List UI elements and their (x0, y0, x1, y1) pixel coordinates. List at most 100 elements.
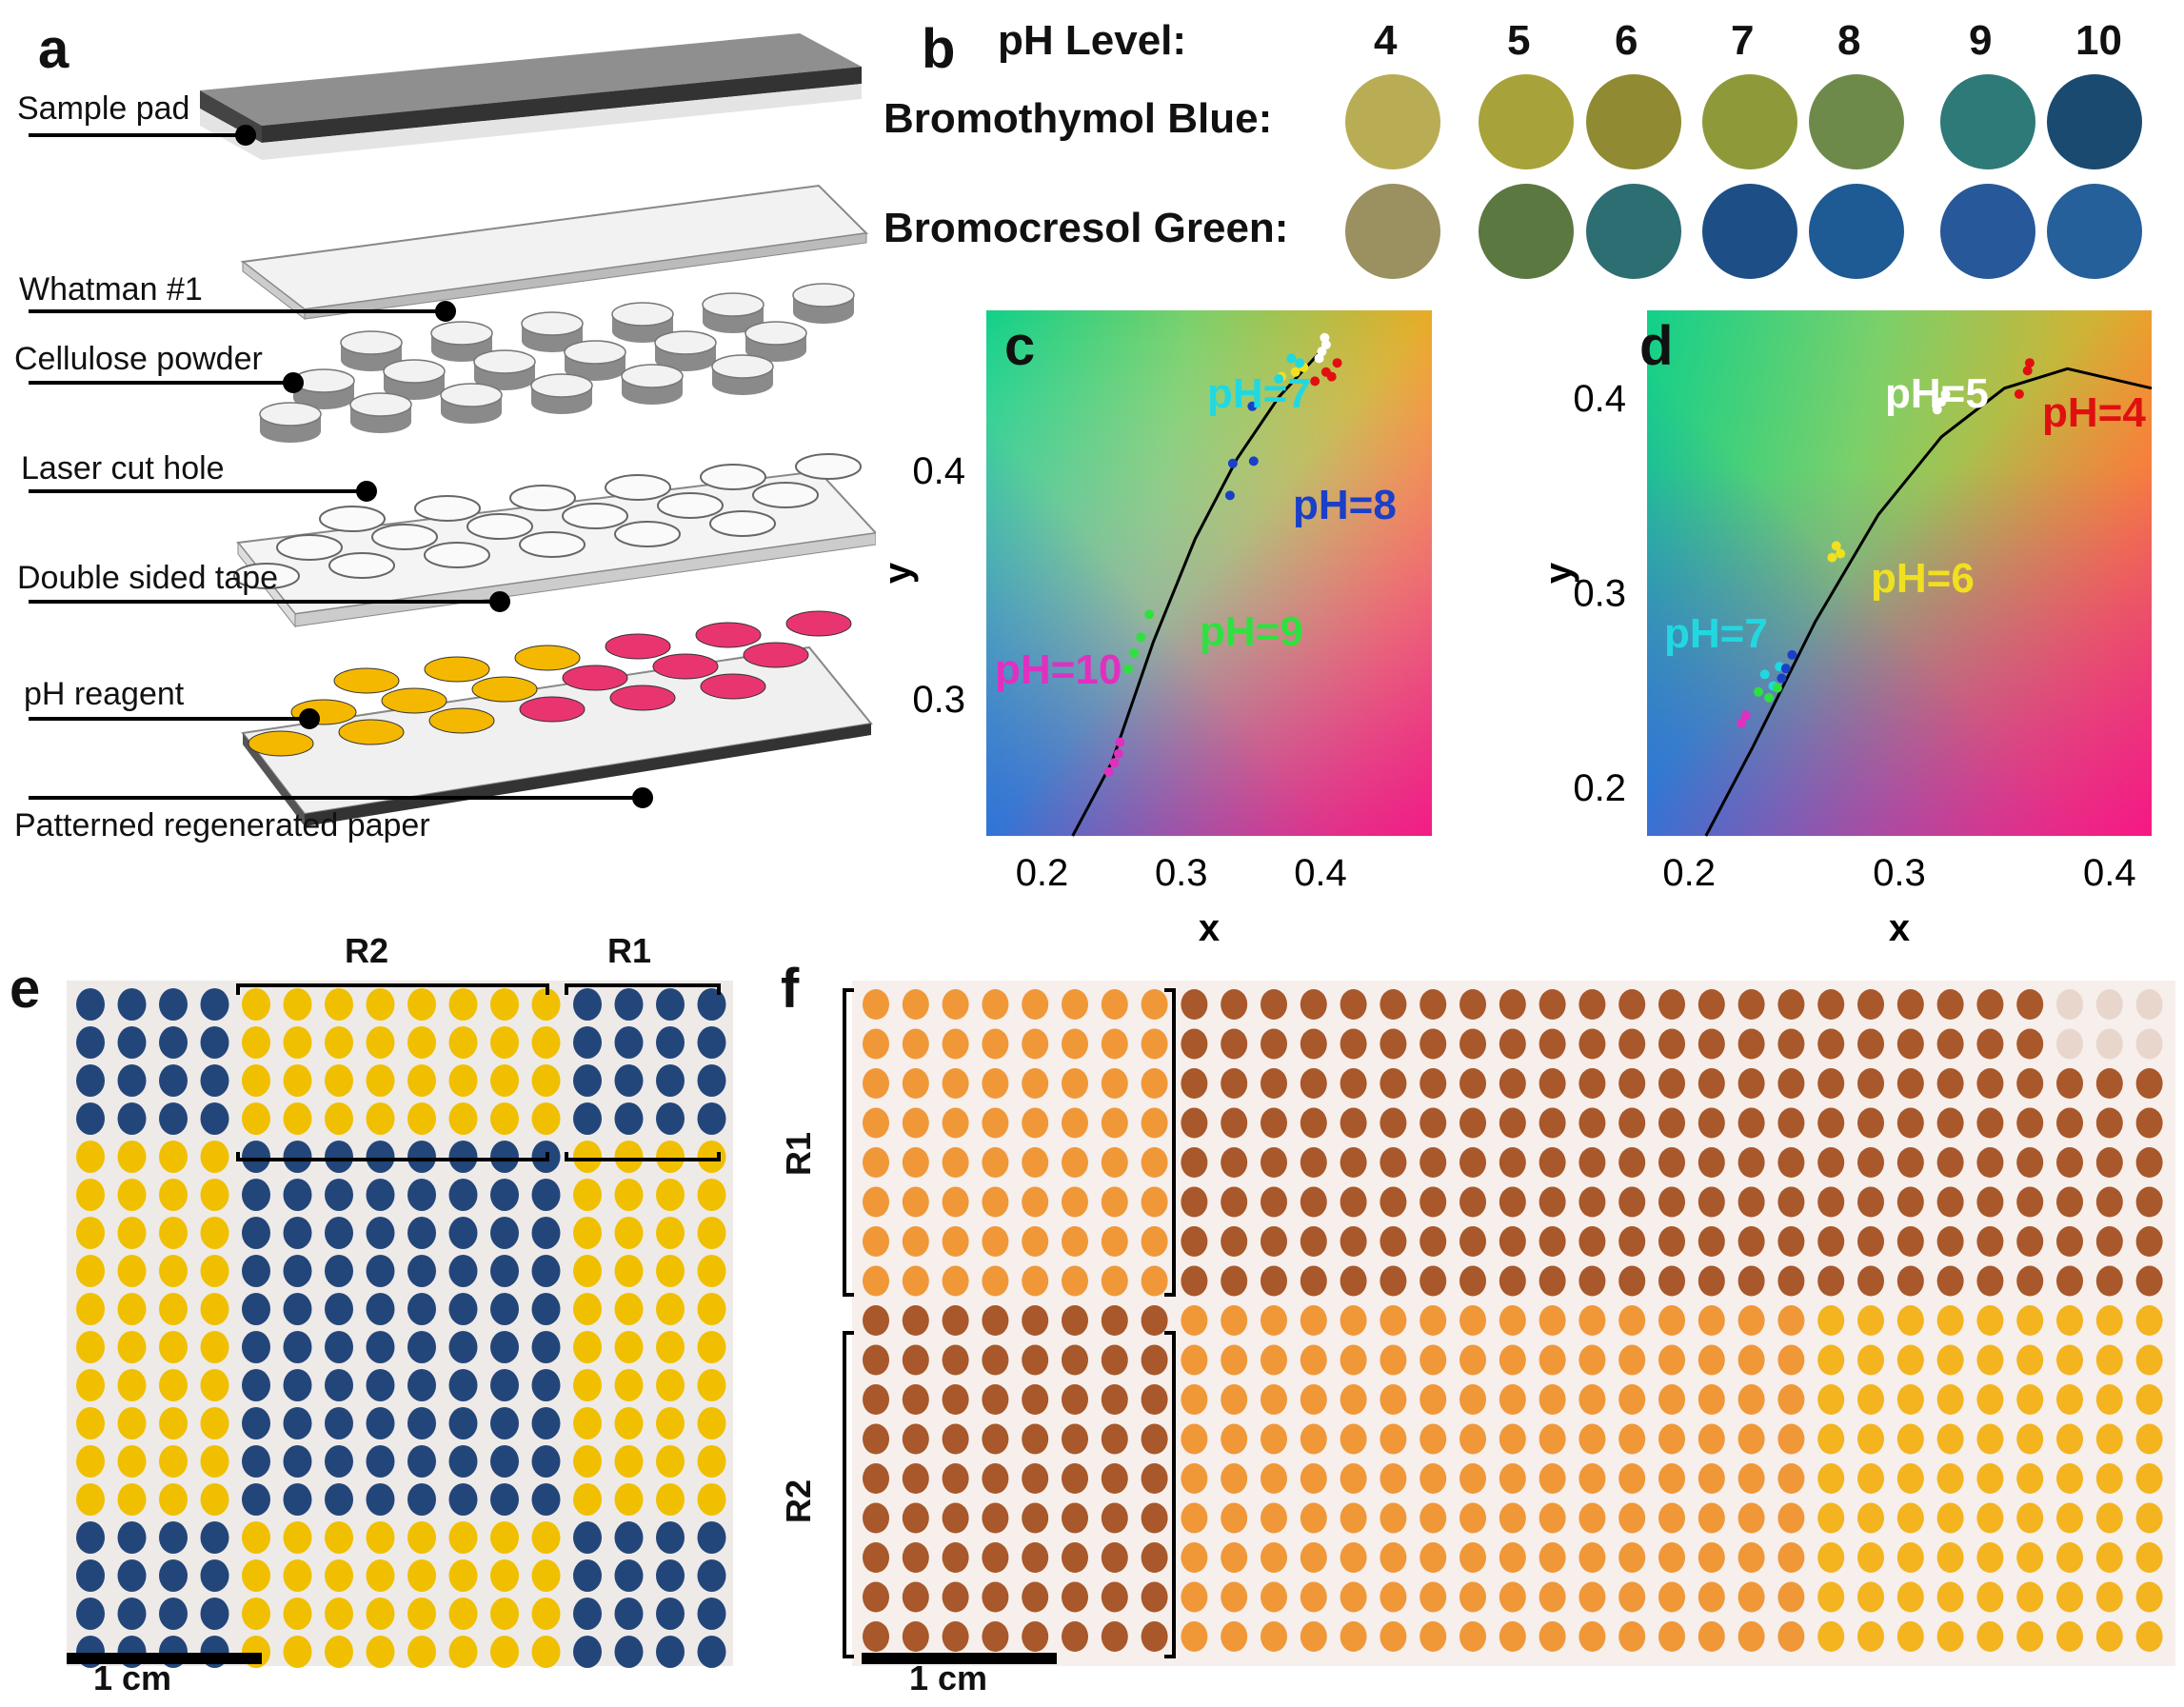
assay-dot (1737, 1265, 1765, 1297)
assay-dot (76, 988, 105, 1021)
assay-dot (1857, 1147, 1884, 1178)
swatch (1809, 74, 1904, 169)
assay-dot (1380, 1384, 1407, 1415)
assay-dot (490, 1559, 519, 1592)
assay-dot (1261, 1068, 1287, 1099)
assay-dot (1380, 1107, 1407, 1139)
data-point (1144, 609, 1155, 620)
assay-dot (1062, 1305, 1088, 1336)
assay-dot (1578, 1305, 1606, 1336)
assay-dot (1101, 1542, 1128, 1573)
assay-dot (902, 1028, 929, 1060)
assay-dot (490, 1598, 519, 1630)
assay-dot (1181, 1344, 1208, 1376)
assay-dot (1976, 1107, 2004, 1139)
assay-dot (490, 1102, 519, 1135)
label-cellulose-powder: Cellulose powder (14, 341, 263, 377)
dot-array-f (843, 981, 2175, 1666)
assay-dot (1698, 1581, 1725, 1613)
assay-dot (1896, 989, 1924, 1020)
assay-dot (1658, 1581, 1685, 1613)
assay-dot (1141, 1463, 1168, 1494)
assay-dot (1141, 1384, 1168, 1415)
assay-dot (1022, 1226, 1049, 1257)
assay-dot (1340, 1581, 1367, 1613)
assay-dot (942, 989, 969, 1020)
assay-dot (1499, 1542, 1526, 1573)
assay-dot (1896, 1305, 1924, 1336)
data-point (1123, 664, 1134, 674)
assay-dot (76, 1293, 105, 1325)
assay-dot (1181, 1423, 1208, 1455)
assay-dot (656, 1521, 685, 1554)
assay-dot (1777, 1226, 1805, 1257)
assay-dot (1777, 1068, 1805, 1099)
assay-dot (982, 1344, 1009, 1376)
assay-dot (1658, 1147, 1685, 1178)
assay-dot (200, 1445, 229, 1478)
assay-dot (283, 1559, 312, 1592)
panel-label-f: f (781, 958, 800, 1020)
laser-cut-hole (328, 552, 395, 579)
assay-dot (448, 1598, 478, 1630)
assay-dot (1618, 1621, 1646, 1652)
assay-dot (2135, 1542, 2163, 1573)
y-tick-label: 0.2 (1573, 767, 1626, 809)
assay-dot (1658, 1068, 1685, 1099)
assay-dot (1936, 1305, 1964, 1336)
assay-dot (863, 1107, 889, 1139)
assay-dot (1578, 1147, 1606, 1178)
assay-dot (76, 1255, 105, 1287)
assay-dot (1737, 1423, 1765, 1455)
assay-dot (1539, 1542, 1566, 1573)
assay-dot (2056, 1265, 2083, 1297)
assay-dot (366, 1369, 395, 1401)
reagent-spot (471, 676, 538, 703)
assay-dot (1578, 1028, 1606, 1060)
assay-dot (1022, 1068, 1049, 1099)
assay-dot (1300, 1542, 1327, 1573)
panel-label-e: e (10, 958, 41, 1020)
assay-dot (1101, 1344, 1128, 1376)
assay-dot (1221, 1107, 1248, 1139)
assay-dot (1420, 1621, 1447, 1652)
cellulose-disc (530, 373, 593, 414)
assay-dot (1857, 1581, 1884, 1613)
assay-dot (1817, 1621, 1845, 1652)
assay-dot (1062, 1542, 1088, 1573)
assay-dot (1698, 1186, 1725, 1218)
assay-dot (2095, 1305, 2123, 1336)
assay-dot (1261, 1502, 1287, 1534)
assay-dot (117, 1369, 147, 1401)
assay-dot (1857, 1621, 1884, 1652)
label-e-r2: R2 (345, 931, 389, 970)
assay-dot (1340, 1463, 1367, 1494)
sample-pad-layer (200, 33, 862, 160)
assay-dot (407, 1445, 436, 1478)
assay-dot (614, 1255, 644, 1287)
assay-dot (1459, 1542, 1486, 1573)
assay-dot (902, 1147, 929, 1178)
assay-dot (2056, 1581, 2083, 1613)
assay-dot (902, 989, 929, 1020)
assay-dot (942, 1265, 969, 1297)
assay-dot (863, 1621, 889, 1652)
assay-dot (117, 1293, 147, 1325)
assay-dot (2056, 1068, 2083, 1099)
assay-dot (1936, 1344, 1964, 1376)
assay-dot (242, 1141, 270, 1173)
assay-dot (1857, 1028, 1884, 1060)
assay-dot (76, 1102, 105, 1135)
assay-dot (117, 1598, 147, 1630)
reagent-spot (695, 622, 762, 648)
cellulose-disc (702, 292, 764, 333)
assay-dot (1380, 1581, 1407, 1613)
data-point (1759, 669, 1770, 680)
assay-dot (200, 1331, 229, 1363)
assay-dot (159, 1255, 188, 1287)
assay-dot (942, 1463, 969, 1494)
assay-dot (1022, 1463, 1049, 1494)
assay-dot (117, 1217, 147, 1249)
assay-dot (1141, 1265, 1168, 1297)
assay-dot (1062, 1502, 1088, 1534)
